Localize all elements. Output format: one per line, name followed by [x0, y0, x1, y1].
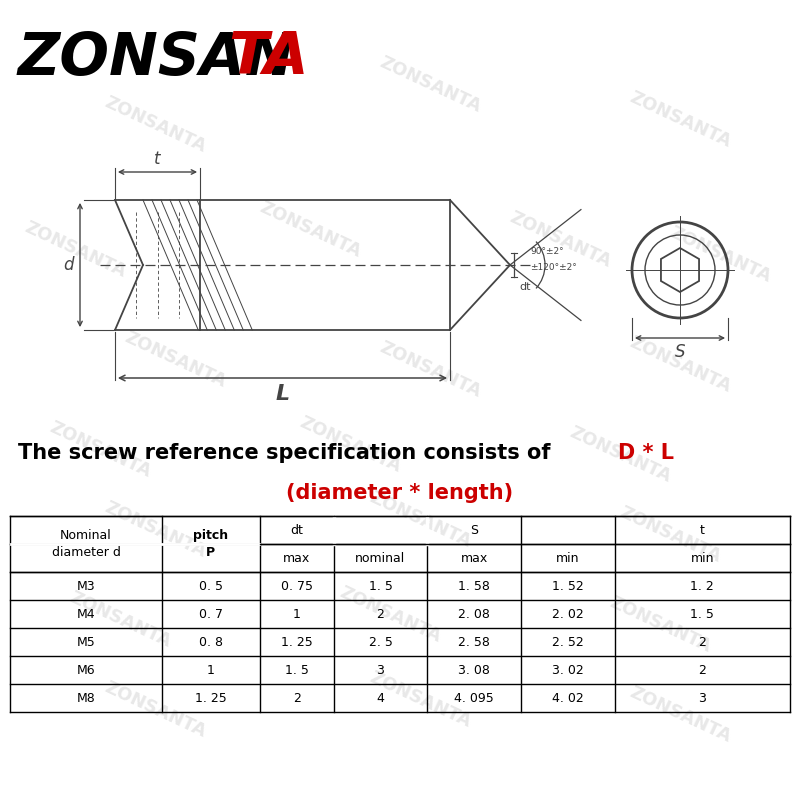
Text: ZONSANTA: ZONSANTA — [22, 218, 129, 282]
Text: 1. 5: 1. 5 — [690, 607, 714, 621]
Text: (diameter * length): (diameter * length) — [286, 483, 514, 503]
Text: 2. 02: 2. 02 — [552, 607, 583, 621]
Text: 1. 5: 1. 5 — [285, 663, 309, 677]
Text: 1. 25: 1. 25 — [281, 635, 313, 649]
Text: ZONSANTA: ZONSANTA — [366, 489, 474, 551]
Text: D * L: D * L — [618, 443, 674, 463]
Text: ZONSANTA: ZONSANTA — [626, 334, 734, 396]
Text: min: min — [690, 551, 714, 565]
Text: 4: 4 — [377, 691, 385, 705]
Text: ZONSANTA: ZONSANTA — [566, 424, 674, 486]
Text: dt: dt — [519, 282, 530, 292]
Text: S: S — [674, 343, 686, 361]
Text: ZONSANTA: ZONSANTA — [377, 54, 483, 116]
Text: 2: 2 — [698, 663, 706, 677]
Text: 1: 1 — [207, 663, 214, 677]
Text: ZONSANTA: ZONSANTA — [102, 498, 209, 562]
Text: pitch
P: pitch P — [194, 529, 229, 559]
Text: M4: M4 — [77, 607, 95, 621]
Text: ZONSANTA: ZONSANTA — [377, 338, 483, 402]
Text: ZONSANTA: ZONSANTA — [626, 89, 734, 151]
Text: ZONSANTA: ZONSANTA — [122, 329, 229, 391]
Text: nominal: nominal — [355, 551, 406, 565]
Text: min: min — [556, 551, 579, 565]
Text: ZONSANTA: ZONSANTA — [102, 94, 209, 156]
Text: 4. 095: 4. 095 — [454, 691, 494, 705]
Text: 1. 25: 1. 25 — [195, 691, 226, 705]
Text: ZONSANTA: ZONSANTA — [257, 198, 363, 262]
Text: 4. 02: 4. 02 — [552, 691, 583, 705]
Text: S: S — [470, 523, 478, 537]
Text: L: L — [275, 384, 290, 404]
Text: ZONSANTA: ZONSANTA — [46, 418, 154, 482]
Text: 2: 2 — [377, 607, 385, 621]
Text: Nominal
diameter d: Nominal diameter d — [52, 529, 121, 559]
Text: 3. 02: 3. 02 — [552, 663, 583, 677]
Text: 0. 75: 0. 75 — [281, 579, 313, 593]
Text: d: d — [62, 256, 74, 274]
Text: ZONSANTA: ZONSANTA — [297, 414, 403, 476]
Text: 2. 52: 2. 52 — [552, 635, 583, 649]
Text: 1. 5: 1. 5 — [369, 579, 393, 593]
Text: 3. 08: 3. 08 — [458, 663, 490, 677]
Text: The screw reference specification consists of: The screw reference specification consis… — [18, 443, 558, 463]
Text: 1. 58: 1. 58 — [458, 579, 490, 593]
Text: 2. 5: 2. 5 — [369, 635, 393, 649]
Text: 0. 8: 0. 8 — [199, 635, 223, 649]
Text: TA: TA — [228, 30, 309, 86]
Text: M3: M3 — [77, 579, 95, 593]
Text: M8: M8 — [77, 691, 95, 705]
Text: ZONSAN: ZONSAN — [18, 30, 295, 86]
Text: ±120°±2°: ±120°±2° — [530, 262, 577, 271]
Text: ZONSANTA: ZONSANTA — [606, 594, 714, 656]
Text: ZONSANTA: ZONSANTA — [626, 684, 734, 746]
Text: t: t — [154, 150, 161, 168]
Text: ZONSANTA: ZONSANTA — [506, 209, 614, 271]
Text: M6: M6 — [77, 663, 95, 677]
Text: max: max — [283, 551, 310, 565]
Text: 1. 52: 1. 52 — [552, 579, 583, 593]
Text: 2: 2 — [698, 635, 706, 649]
Text: 2. 58: 2. 58 — [458, 635, 490, 649]
Text: ZONSANTA: ZONSANTA — [337, 584, 443, 646]
Text: max: max — [461, 551, 488, 565]
Text: ZONSANTA: ZONSANTA — [102, 678, 209, 742]
Text: dt: dt — [290, 523, 303, 537]
Text: 0. 5: 0. 5 — [199, 579, 223, 593]
Text: 2: 2 — [293, 691, 301, 705]
Text: 1. 2: 1. 2 — [690, 579, 714, 593]
Text: t: t — [700, 523, 705, 537]
Text: 0. 7: 0. 7 — [199, 607, 223, 621]
Text: 1: 1 — [293, 607, 301, 621]
Text: 2. 08: 2. 08 — [458, 607, 490, 621]
Text: ZONSANTA: ZONSANTA — [666, 224, 774, 286]
Text: 3: 3 — [698, 691, 706, 705]
Text: ZONSANTA: ZONSANTA — [617, 504, 723, 566]
Text: 3: 3 — [377, 663, 385, 677]
Text: M5: M5 — [77, 635, 95, 649]
Text: ZONSANTA: ZONSANTA — [66, 589, 174, 651]
Text: 90°±2°: 90°±2° — [530, 246, 564, 255]
Text: ZONSANTA: ZONSANTA — [366, 669, 474, 731]
